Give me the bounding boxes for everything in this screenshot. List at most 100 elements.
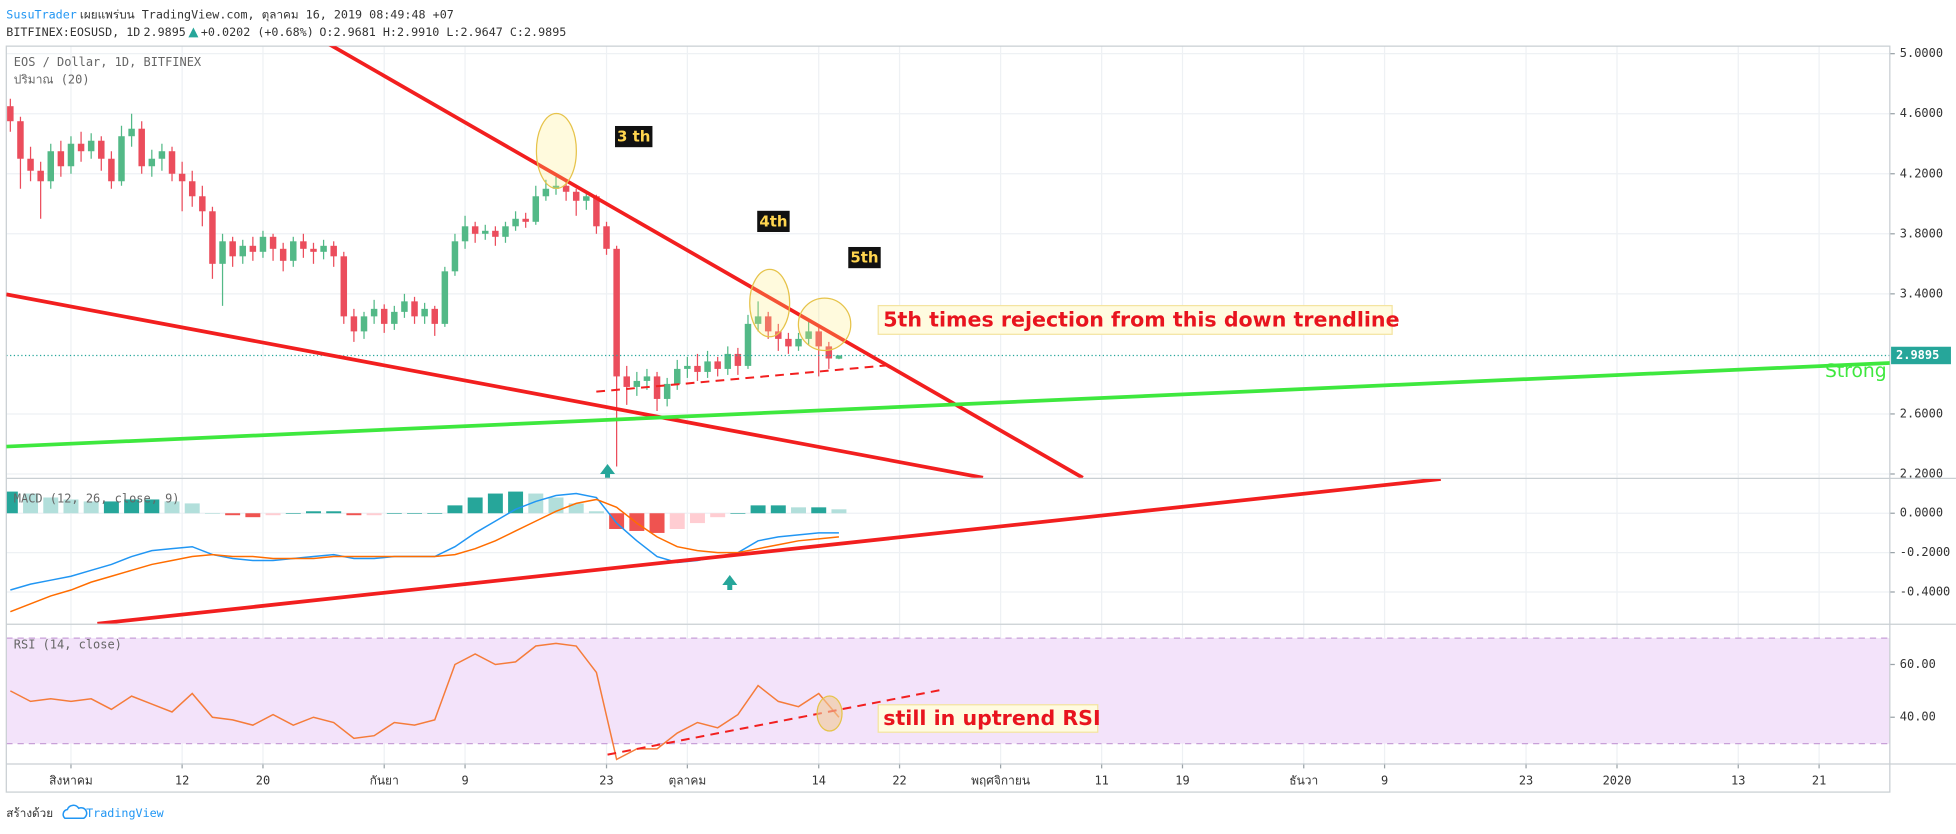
- label-box: [615, 125, 653, 148]
- histogram-bar: [265, 513, 281, 516]
- y-tick-label: 2.6000: [1900, 406, 1943, 420]
- y-tick-label: 40.00: [1900, 710, 1936, 724]
- x-tick-label: 23: [1519, 773, 1533, 787]
- trendline: [97, 478, 1441, 624]
- candle-body: [128, 128, 135, 137]
- highlight: [816, 695, 843, 732]
- candle-body: [27, 158, 34, 171]
- last-price-tag: [1891, 346, 1951, 365]
- x-tick-label: 12: [175, 773, 189, 787]
- candle-body: [209, 211, 216, 264]
- price-tag: 2.9895: [1891, 346, 1951, 365]
- histogram-bar: [791, 507, 806, 514]
- candle-body: [391, 311, 398, 324]
- histogram-bar: [568, 503, 584, 514]
- candle-body: [98, 140, 105, 159]
- y-tick-label: -0.4000: [1900, 584, 1950, 598]
- candle-body: [815, 331, 822, 347]
- candle-body: [522, 218, 529, 222]
- candle-body: [643, 376, 651, 381]
- candle-body: [714, 361, 721, 369]
- candle-body: [290, 241, 297, 261]
- candle-body: [148, 158, 156, 167]
- candle-body: [441, 271, 449, 324]
- highlight: [749, 268, 791, 338]
- candle-body: [199, 196, 206, 212]
- candle-body: [57, 151, 65, 167]
- candle-body: [320, 245, 327, 252]
- x-tick-label: ตุลาคม: [668, 773, 706, 787]
- candle-body: [785, 338, 792, 347]
- x-tick-label: 21: [1812, 773, 1826, 787]
- x-tick-label: 14: [812, 773, 826, 787]
- note-box: [877, 704, 1099, 733]
- candle-body: [178, 173, 186, 182]
- published: เผยแพร่บน TradingView.com, ตุลาคม 16, 20…: [80, 7, 454, 21]
- candle-body: [805, 331, 812, 339]
- histogram-bar: [689, 513, 705, 524]
- pane-title: MACD (12, 26, close, 9): [14, 491, 180, 505]
- candle-body: [825, 346, 833, 359]
- histogram-bar: [770, 505, 786, 514]
- candle-body: [37, 170, 44, 182]
- trendline: [6, 292, 984, 478]
- candle-body: [674, 368, 681, 384]
- ohlc: O:2.9681 H:2.9910 L:2.9647 C:2.9895: [319, 25, 566, 39]
- x-tick-label: กันยา: [370, 773, 399, 787]
- histogram-bar: [346, 513, 362, 516]
- candle-body: [593, 196, 600, 227]
- pane-title: RSI (14, close): [14, 637, 122, 651]
- candle-body: [17, 121, 24, 159]
- candle-body: [118, 136, 125, 182]
- histogram-bar: [225, 513, 241, 516]
- candle-body: [653, 376, 661, 399]
- symbol: BITFINEX:EOSUSD, 1D: [6, 25, 140, 39]
- candle-body: [542, 188, 550, 197]
- author[interactable]: SusuTrader: [6, 7, 77, 21]
- histogram-bar: [811, 507, 827, 514]
- candle-body: [229, 241, 236, 257]
- label-box: [757, 210, 790, 233]
- histogram-bar: [669, 513, 685, 529]
- x-tick-label: พฤศจิกายน: [971, 773, 1030, 787]
- candle-body: [461, 226, 469, 242]
- candle-body: [724, 353, 732, 369]
- candle-body: [77, 143, 85, 152]
- histogram-bar: [730, 513, 746, 514]
- candle-body: [259, 236, 267, 252]
- histogram-bar: [467, 497, 483, 514]
- candle-body: [603, 226, 610, 249]
- footer-brand[interactable]: TradingView: [86, 806, 165, 820]
- candle-body: [471, 226, 479, 234]
- histogram-bar: [184, 503, 200, 514]
- y-tick-label: 5.0000: [1900, 46, 1943, 60]
- candle-body: [168, 151, 176, 174]
- x-tick-label: 13: [1731, 773, 1745, 787]
- candle-body: [350, 316, 358, 332]
- candle-body: [188, 181, 196, 197]
- candle-body: [704, 361, 711, 372]
- candle-body: [562, 185, 570, 192]
- x-tick-label: 9: [1381, 773, 1388, 787]
- candle-body: [451, 241, 459, 272]
- candle-body: [775, 331, 782, 339]
- up-icon: [188, 27, 199, 38]
- histogram-bar: [710, 513, 726, 518]
- candle-body: [623, 376, 630, 387]
- histogram-bar: [245, 513, 261, 518]
- y-tick-label: 0.0000: [1900, 506, 1943, 520]
- candle-body: [330, 245, 337, 257]
- histogram-bar: [750, 505, 766, 514]
- x-tick-label: 20: [256, 773, 270, 787]
- candle-body: [340, 256, 348, 317]
- candle-body: [492, 230, 499, 237]
- candle-body: [380, 308, 388, 324]
- histogram-bar: [83, 501, 99, 514]
- pane-title: EOS / Dollar, 1D, BITFINEX: [14, 55, 202, 69]
- last-price-label: 2.9895: [1896, 348, 1939, 362]
- pane-marks: [6, 637, 1890, 761]
- arrow: [722, 575, 738, 591]
- candle-body: [764, 316, 772, 332]
- candle-body: [583, 196, 590, 201]
- candle-body: [421, 308, 428, 317]
